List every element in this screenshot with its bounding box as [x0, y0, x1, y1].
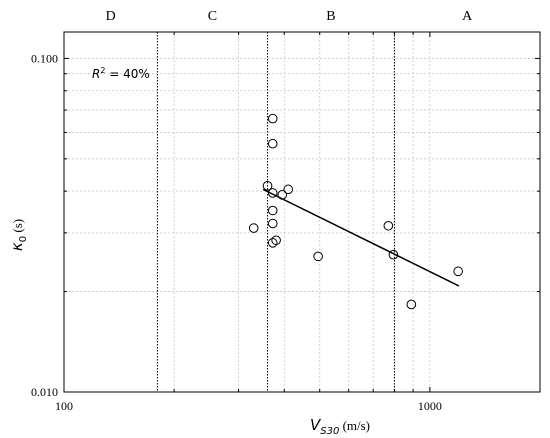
r-squared-annotation: R2 = 40% [92, 66, 150, 81]
regression-line [262, 188, 460, 287]
data-point [406, 299, 417, 310]
data-points [248, 113, 463, 310]
y-tick-label: 0.010 [31, 385, 58, 399]
x-axis-label-sub: S30 [320, 426, 339, 437]
plot-background [64, 32, 540, 392]
data-point [267, 218, 278, 229]
x-tick-label: 100 [55, 399, 73, 413]
grid-lines [64, 32, 540, 392]
data-point [262, 181, 273, 191]
data-point [271, 235, 281, 246]
regression-line-group [262, 188, 460, 287]
axis-ticks: 100 1000 0.010 0.100 [31, 32, 541, 413]
x-axis-label: VS30 (m/s) [310, 416, 370, 437]
data-point [267, 238, 278, 248]
y-axis-label: κ0 (s) [8, 219, 29, 251]
data-point [383, 220, 394, 231]
site-class-label: B [326, 9, 335, 24]
y-tick-label: 0.100 [31, 51, 58, 65]
site-class-boundaries [156, 32, 395, 392]
x-tick-label: 1000 [418, 399, 442, 413]
x-axis-label-unit: (m/s) [339, 418, 370, 433]
r-squared-superscript: 2 [100, 66, 105, 75]
data-point [267, 205, 278, 216]
data-point [267, 188, 278, 198]
site-class-label: C [208, 9, 217, 24]
plot-frame [63, 31, 541, 393]
data-point [388, 249, 399, 260]
data-point [267, 138, 278, 149]
y-axis-label-main: κ [8, 242, 26, 251]
y-axis-label-sub: 0 [18, 236, 29, 242]
r-squared-value: = 40% [105, 67, 149, 81]
data-point [313, 251, 323, 262]
r-squared-symbol: R [92, 67, 100, 81]
data-point [453, 266, 463, 277]
site-class-label: A [462, 9, 473, 24]
data-point [277, 190, 288, 200]
data-point [283, 184, 293, 195]
y-axis-label-unit: (s) [10, 219, 25, 236]
data-point [248, 223, 259, 233]
site-class-label: D [106, 9, 116, 24]
data-point [267, 113, 278, 124]
x-axis-label-main: V [310, 416, 322, 434]
